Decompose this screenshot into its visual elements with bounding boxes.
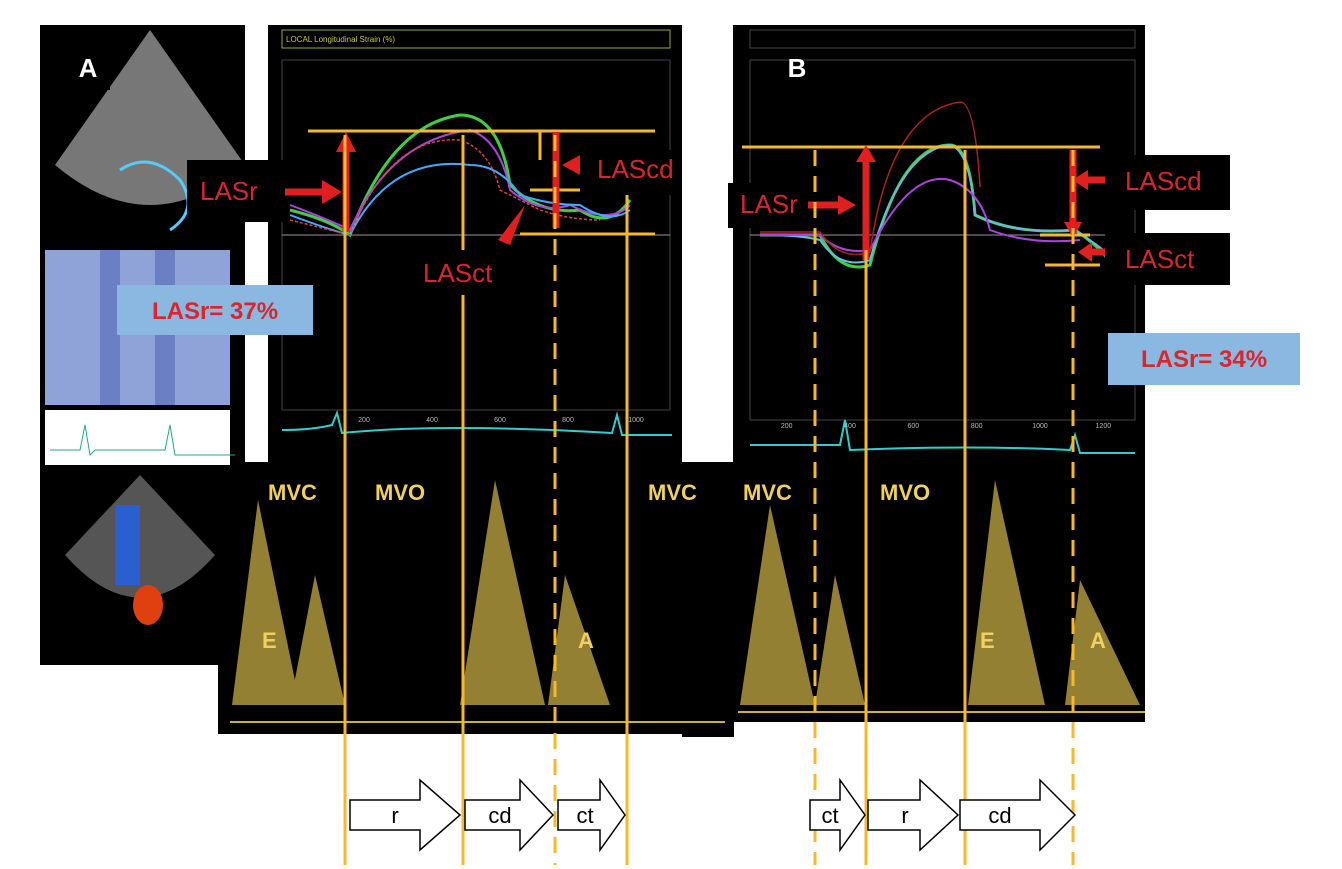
result: LASr= 37% — [152, 298, 278, 325]
time-tick: 200 — [358, 417, 370, 424]
doppler-label: MVC — [743, 480, 792, 505]
strain-panel-a — [268, 25, 682, 465]
annotation: LAScd — [597, 154, 674, 184]
phase-label: cd — [488, 803, 511, 828]
annotation: LASr — [200, 176, 258, 206]
annotation: LASct — [1125, 244, 1195, 274]
ecg-box — [45, 410, 230, 465]
doppler-label: MVO — [880, 480, 930, 505]
time-tick: 1200 — [1096, 423, 1112, 430]
phase-label: ct — [821, 803, 838, 828]
phase-label: ct — [576, 803, 593, 828]
color-flow-red — [133, 585, 163, 625]
phase-label: r — [901, 803, 908, 828]
phase-label: r — [391, 803, 398, 828]
phase-label: cd — [988, 803, 1011, 828]
time-tick: 200 — [781, 423, 793, 430]
panel-label: A — [79, 53, 98, 83]
annotation: LASct — [423, 258, 493, 288]
doppler-label: A — [1090, 628, 1106, 653]
doppler-label: MVC — [648, 480, 697, 505]
time-tick: 1000 — [628, 417, 644, 424]
color-flow — [115, 505, 140, 585]
time-tick: 600 — [907, 423, 919, 430]
time-tick: 1000 — [1032, 423, 1048, 430]
plot-header: LOCAL Longitudinal Strain (%) — [286, 35, 395, 44]
time-tick: 400 — [426, 417, 438, 424]
doppler-label: MVO — [375, 480, 425, 505]
figure: A B LOCAL Longitudinal Strain (%) LASr L… — [0, 0, 1342, 869]
time-tick: 800 — [562, 417, 574, 424]
panel-label: B — [788, 53, 807, 83]
annotation: LASr — [740, 189, 798, 219]
result: LASr= 34% — [1141, 346, 1267, 373]
time-tick: 400 — [844, 423, 856, 430]
strain-panel-b — [733, 25, 1145, 465]
doppler-label: MVC — [268, 480, 317, 505]
annotation: LAScd — [1125, 166, 1202, 196]
doppler-label: E — [262, 628, 277, 653]
time-tick: 800 — [971, 423, 983, 430]
doppler-label: E — [980, 628, 995, 653]
time-tick: 600 — [494, 417, 506, 424]
doppler-label: A — [578, 628, 594, 653]
